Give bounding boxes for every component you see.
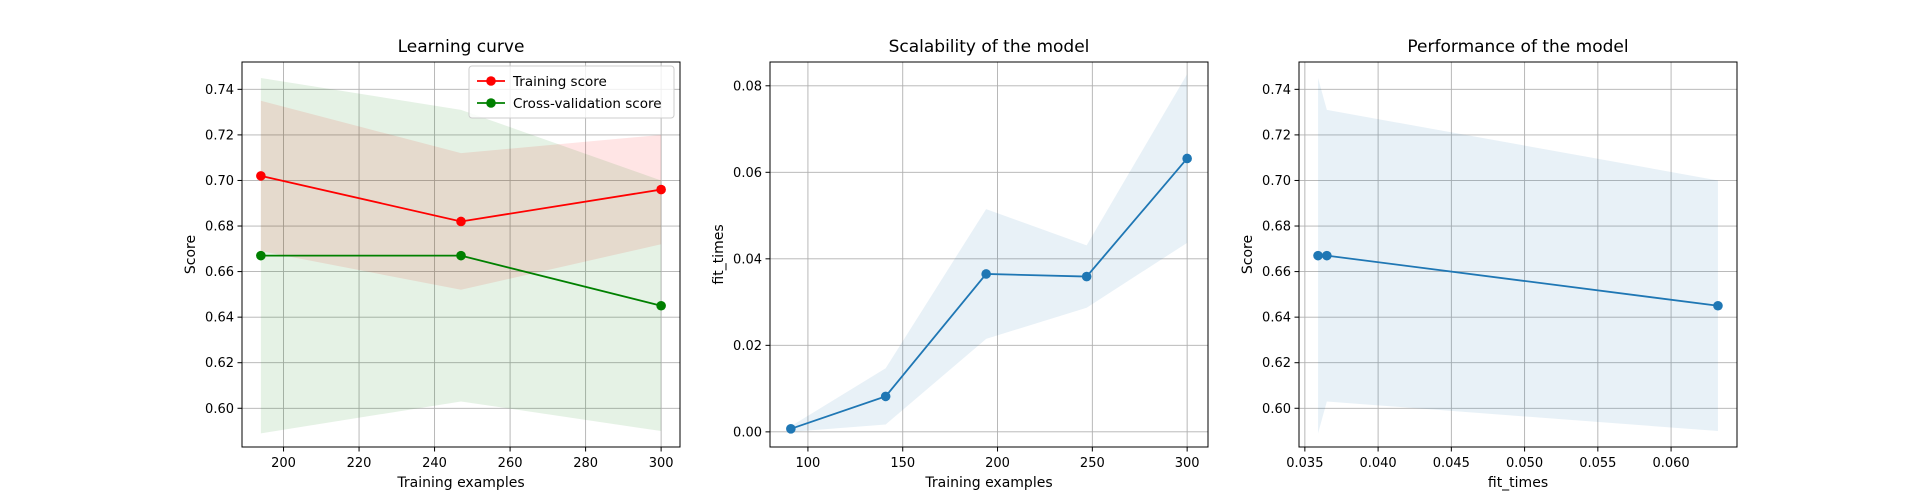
y-tick-label: 0.66 [205, 265, 234, 280]
x-tick-label: 280 [573, 456, 598, 471]
y-tick-label: 0.08 [733, 79, 762, 94]
y-axis-label: Score [1240, 235, 1256, 274]
x-tick-label: 220 [347, 456, 372, 471]
y-tick-label: 0.64 [205, 311, 234, 326]
y-tick-label: 0.60 [205, 402, 234, 417]
confidence-band [790, 74, 1188, 432]
chart-title: Scalability of the model [889, 37, 1090, 57]
data-point [981, 269, 991, 279]
legend-entry-label: Training score [512, 74, 607, 90]
confidence-band [260, 100, 662, 290]
legend-box [468, 65, 675, 119]
data-point [880, 391, 891, 402]
y-axis-label: fit_times [711, 224, 727, 284]
y-tick-label: 0.68 [205, 220, 234, 235]
legend-swatch-marker [486, 76, 496, 86]
x-tick-label: 300 [1175, 456, 1200, 471]
data-point [786, 424, 796, 434]
x-tick-label: 200 [985, 456, 1010, 471]
y-tick-label: 0.70 [1262, 174, 1291, 189]
x-tick-label: 0.060 [1652, 456, 1689, 471]
data-point [1322, 250, 1332, 261]
data-point [1182, 153, 1192, 164]
y-tick-label: 0.74 [205, 83, 234, 98]
x-tick-label: 260 [498, 456, 523, 471]
y-tick-label: 0.62 [1262, 356, 1291, 371]
data-point [456, 216, 466, 227]
x-tick-label: 150 [890, 456, 915, 471]
x-tick-label: 0.045 [1433, 456, 1470, 471]
y-tick-label: 0.02 [733, 339, 762, 354]
y-tick-label: 0.68 [1262, 220, 1291, 235]
data-point [256, 171, 266, 181]
legend-swatch-marker [486, 98, 496, 108]
y-tick-label: 0.06 [733, 166, 762, 181]
x-tick-label: 100 [796, 456, 821, 471]
x-axis-label: Training examples [924, 475, 1052, 491]
confidence-band [1318, 77, 1718, 434]
chart-title: Learning curve [398, 37, 525, 57]
data-point [656, 300, 666, 311]
y-tick-label: 0.60 [1262, 402, 1291, 417]
y-tick-label: 0.04 [733, 252, 762, 267]
x-axis-label: fit_times [1488, 475, 1548, 491]
data-point [256, 250, 266, 261]
x-tick-label: 0.040 [1359, 456, 1396, 471]
x-tick-label: 200 [271, 456, 296, 471]
x-tick-label: 0.035 [1286, 456, 1323, 471]
y-tick-label: 0.72 [1262, 128, 1291, 143]
chart-panel-1: 200 220 240 260 280 300 0.60 0.62 0.64 0.66 0.68 0.… [183, 37, 681, 491]
y-tick-label: 0.62 [205, 356, 234, 371]
y-tick-label: 0.70 [205, 174, 234, 189]
x-tick-label: 0.050 [1506, 456, 1543, 471]
y-tick-label: 0.66 [1262, 265, 1291, 280]
x-tick-label: 0.055 [1579, 456, 1616, 471]
x-tick-label: 300 [649, 456, 674, 471]
x-tick-label: 240 [422, 456, 447, 471]
y-tick-label: 0.00 [733, 425, 762, 440]
y-tick-label: 0.64 [1262, 311, 1291, 326]
chart-title: Performance of the model [1407, 37, 1628, 57]
chart-panel-3: 0.035 0.040 0.045 0.050 0.055 0.060 0.60 0.62 0.… [1240, 37, 1738, 491]
axes-frame [1298, 61, 1738, 448]
data-point [1081, 271, 1092, 282]
x-tick-label: 250 [1080, 456, 1105, 471]
legend-entry-label: Cross-validation score [513, 96, 662, 112]
legend: Training score Cross-validation score [468, 65, 675, 119]
data-point [1313, 250, 1323, 261]
y-axis-label: Score [183, 235, 199, 274]
data-point [1713, 300, 1723, 311]
y-tick-label: 0.74 [1262, 83, 1291, 98]
axes-frame [241, 61, 681, 448]
data-point [456, 250, 466, 261]
y-tick-label: 0.72 [205, 128, 234, 143]
x-axis-label: Training examples [396, 475, 524, 491]
axes-frame [769, 61, 1209, 448]
chart-panel-2: 100 150 200 250 300 0.00 0.02 0.04 0.06 0.08 Scala… [711, 37, 1209, 491]
data-point [656, 184, 666, 195]
